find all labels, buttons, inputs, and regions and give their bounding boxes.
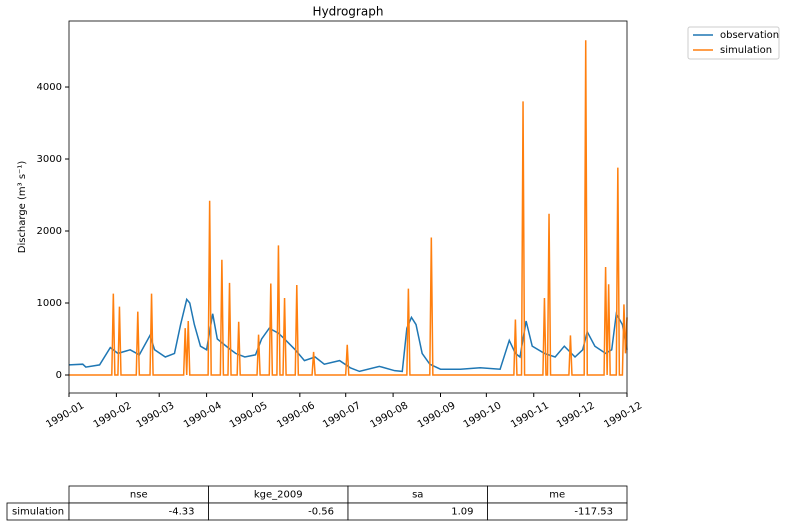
table-cell xyxy=(487,502,628,521)
x-tick-label: 1990-05 xyxy=(228,400,270,430)
y-tick-label: 1000 xyxy=(37,298,62,309)
chart-title: Hydrograph xyxy=(313,5,384,19)
x-tick-label: 1990-08 xyxy=(369,400,411,430)
y-tick-label: 0 xyxy=(56,370,62,381)
x-tick-label: 1990-12 xyxy=(555,400,597,430)
x-tick-label: 1990-01 xyxy=(44,400,86,430)
x-tick-label: 1990-02 xyxy=(92,400,134,430)
x-tick-label: 1990-12 xyxy=(602,400,644,430)
legend-label: simulation xyxy=(720,45,772,56)
table-header: kge_2009 xyxy=(254,490,303,501)
y-tick-label: 3000 xyxy=(37,154,62,165)
table-value: 1.09 xyxy=(451,507,473,518)
table-value: -4.33 xyxy=(169,507,195,518)
x-tick-label: 1990-04 xyxy=(182,400,224,430)
x-tick-label: 1990-07 xyxy=(321,400,363,430)
table-row-label: simulation xyxy=(12,507,64,518)
table-header: me xyxy=(549,490,565,501)
y-axis-label: Discharge (m³ s⁻¹) xyxy=(17,161,28,254)
x-tick-label: 1990-06 xyxy=(275,400,317,430)
x-tick-label: 1990-09 xyxy=(416,400,458,430)
y-tick-label: 4000 xyxy=(37,82,62,93)
legend-label: observation xyxy=(720,30,779,41)
x-tick-label: 1990-11 xyxy=(509,400,551,430)
plot-frame xyxy=(68,20,628,394)
x-tick-label: 1990-03 xyxy=(135,400,177,430)
table-header: nse xyxy=(130,490,148,501)
table-value: -0.56 xyxy=(308,507,334,518)
table-header: sa xyxy=(412,490,423,501)
y-tick-label: 2000 xyxy=(37,226,62,237)
series-line xyxy=(69,40,628,376)
table-value: -117.53 xyxy=(574,507,613,518)
x-tick-label: 1990-10 xyxy=(462,400,504,430)
